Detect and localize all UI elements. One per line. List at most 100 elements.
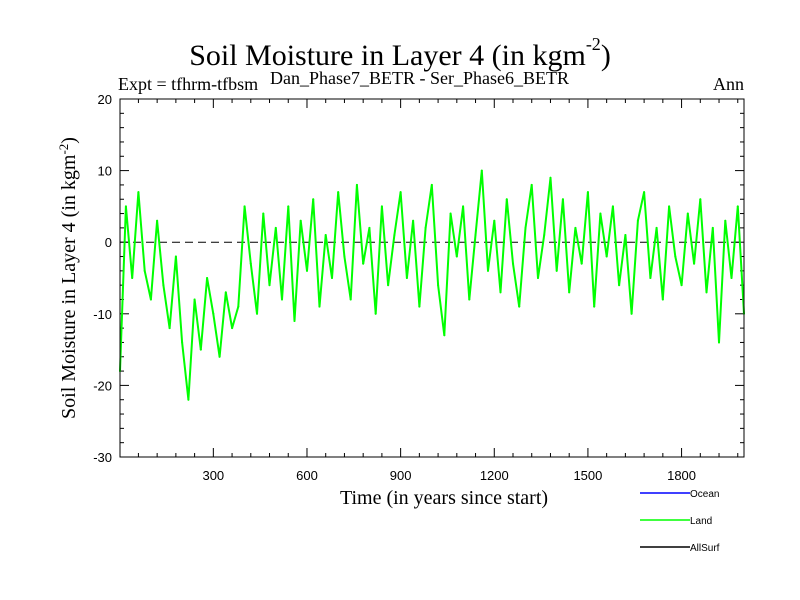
data-point-land — [512, 262, 515, 265]
data-point-land — [636, 219, 639, 222]
data-point-land — [131, 277, 134, 279]
plot-frame — [119, 98, 745, 458]
data-point-land — [312, 198, 315, 201]
season-label: Ann — [713, 74, 744, 94]
data-point-land — [149, 298, 152, 301]
data-point-land — [661, 298, 664, 301]
data-point-land — [480, 169, 483, 172]
data-point-land — [156, 219, 159, 222]
data-point-land — [424, 226, 427, 229]
data-point-land — [524, 226, 527, 229]
data-point-land — [655, 226, 658, 229]
data-point-land — [561, 198, 564, 201]
y-axis-title: Soil Moisture in Layer 4 (in kgm-2) — [56, 137, 80, 419]
y-axis-title-text: Soil Moisture in Layer 4 (in kgm — [58, 154, 80, 419]
data-point-land — [181, 341, 184, 344]
data-point-land — [674, 255, 677, 258]
y-tick-label: -30 — [93, 450, 112, 465]
data-point-land — [437, 284, 440, 287]
x-axis-title: Time (in years since start) — [340, 487, 548, 509]
data-point-land — [468, 298, 471, 301]
chart-title-end: ) — [600, 39, 611, 72]
y-tick-label: 20 — [98, 92, 112, 107]
x-tick-label: 1800 — [667, 468, 696, 483]
data-point-land — [374, 312, 377, 315]
data-point-land — [387, 284, 390, 287]
data-point-land — [349, 298, 352, 301]
data-point-land — [724, 219, 727, 222]
data-point-land — [668, 205, 671, 208]
data-point-land — [574, 226, 577, 229]
chart-title-text: Soil Moisture in Layer 4 (in kgm — [189, 39, 586, 72]
x-tick-label: 600 — [296, 468, 318, 483]
legend-label-allsurf: AllSurf — [690, 543, 720, 554]
data-point-land — [137, 191, 140, 194]
data-point-land — [449, 212, 452, 215]
data-point-land — [680, 284, 683, 287]
y-axis-title-end: ) — [58, 137, 80, 144]
data-point-land — [487, 269, 490, 272]
data-point-land — [268, 284, 271, 287]
data-point-land — [380, 205, 383, 208]
data-point-land — [243, 205, 246, 208]
y-tick-label: -20 — [93, 378, 112, 393]
data-point-land — [231, 327, 234, 330]
data-point-land — [293, 319, 296, 322]
data-point-land — [630, 312, 633, 315]
data-point-land — [455, 255, 458, 258]
y-axis-title-sup: -2 — [56, 144, 71, 155]
y-tick-label: 0 — [105, 235, 112, 250]
data-point-land — [287, 205, 290, 208]
data-point-land — [187, 398, 190, 401]
data-point-land — [305, 269, 308, 272]
data-point-land — [362, 262, 365, 265]
data-point-land — [543, 234, 546, 237]
data-point-land — [124, 205, 127, 208]
data-point-land — [355, 183, 358, 186]
data-point-land — [611, 205, 614, 208]
data-point-land — [237, 305, 240, 308]
data-point-land — [618, 284, 621, 287]
data-point-land — [405, 277, 408, 279]
data-point-land — [518, 305, 521, 308]
data-point-land — [568, 291, 571, 294]
x-tick-label: 1200 — [480, 468, 509, 483]
data-point-land — [393, 234, 396, 237]
y-tick-label: -10 — [93, 307, 112, 322]
data-point-land — [586, 191, 589, 194]
y-tick-label: 10 — [98, 164, 112, 179]
data-point-land — [274, 226, 277, 229]
series-line-land — [119, 169, 745, 401]
data-point-land — [718, 341, 721, 344]
data-point-land — [324, 234, 327, 237]
data-point-land — [536, 277, 539, 279]
data-point-land — [649, 277, 652, 279]
data-point-land — [499, 291, 502, 294]
legend-label-land: Land — [690, 516, 712, 527]
data-point-land — [686, 212, 689, 215]
data-point-land — [430, 183, 433, 186]
data-point-land — [699, 198, 702, 201]
data-point-land — [643, 191, 646, 194]
data-point-land — [474, 234, 477, 237]
data-point-land — [218, 355, 221, 358]
legend-label-ocean: Ocean — [690, 489, 719, 500]
x-tick-label: 900 — [390, 468, 412, 483]
data-point-land — [530, 183, 533, 186]
data-point-land — [224, 291, 227, 294]
data-point-land — [730, 277, 733, 279]
data-point-land — [318, 305, 321, 308]
data-point-land — [443, 334, 446, 337]
data-point-land — [249, 262, 252, 265]
data-point-land — [736, 205, 739, 208]
data-point-land — [337, 191, 340, 194]
data-point-land — [330, 277, 333, 279]
data-point-land — [599, 212, 602, 215]
data-point-land — [281, 298, 284, 301]
data-point-land — [493, 219, 496, 222]
data-point-land — [555, 269, 558, 272]
data-point-land — [462, 205, 465, 208]
data-point-land — [299, 219, 302, 222]
data-point-land — [418, 305, 421, 308]
